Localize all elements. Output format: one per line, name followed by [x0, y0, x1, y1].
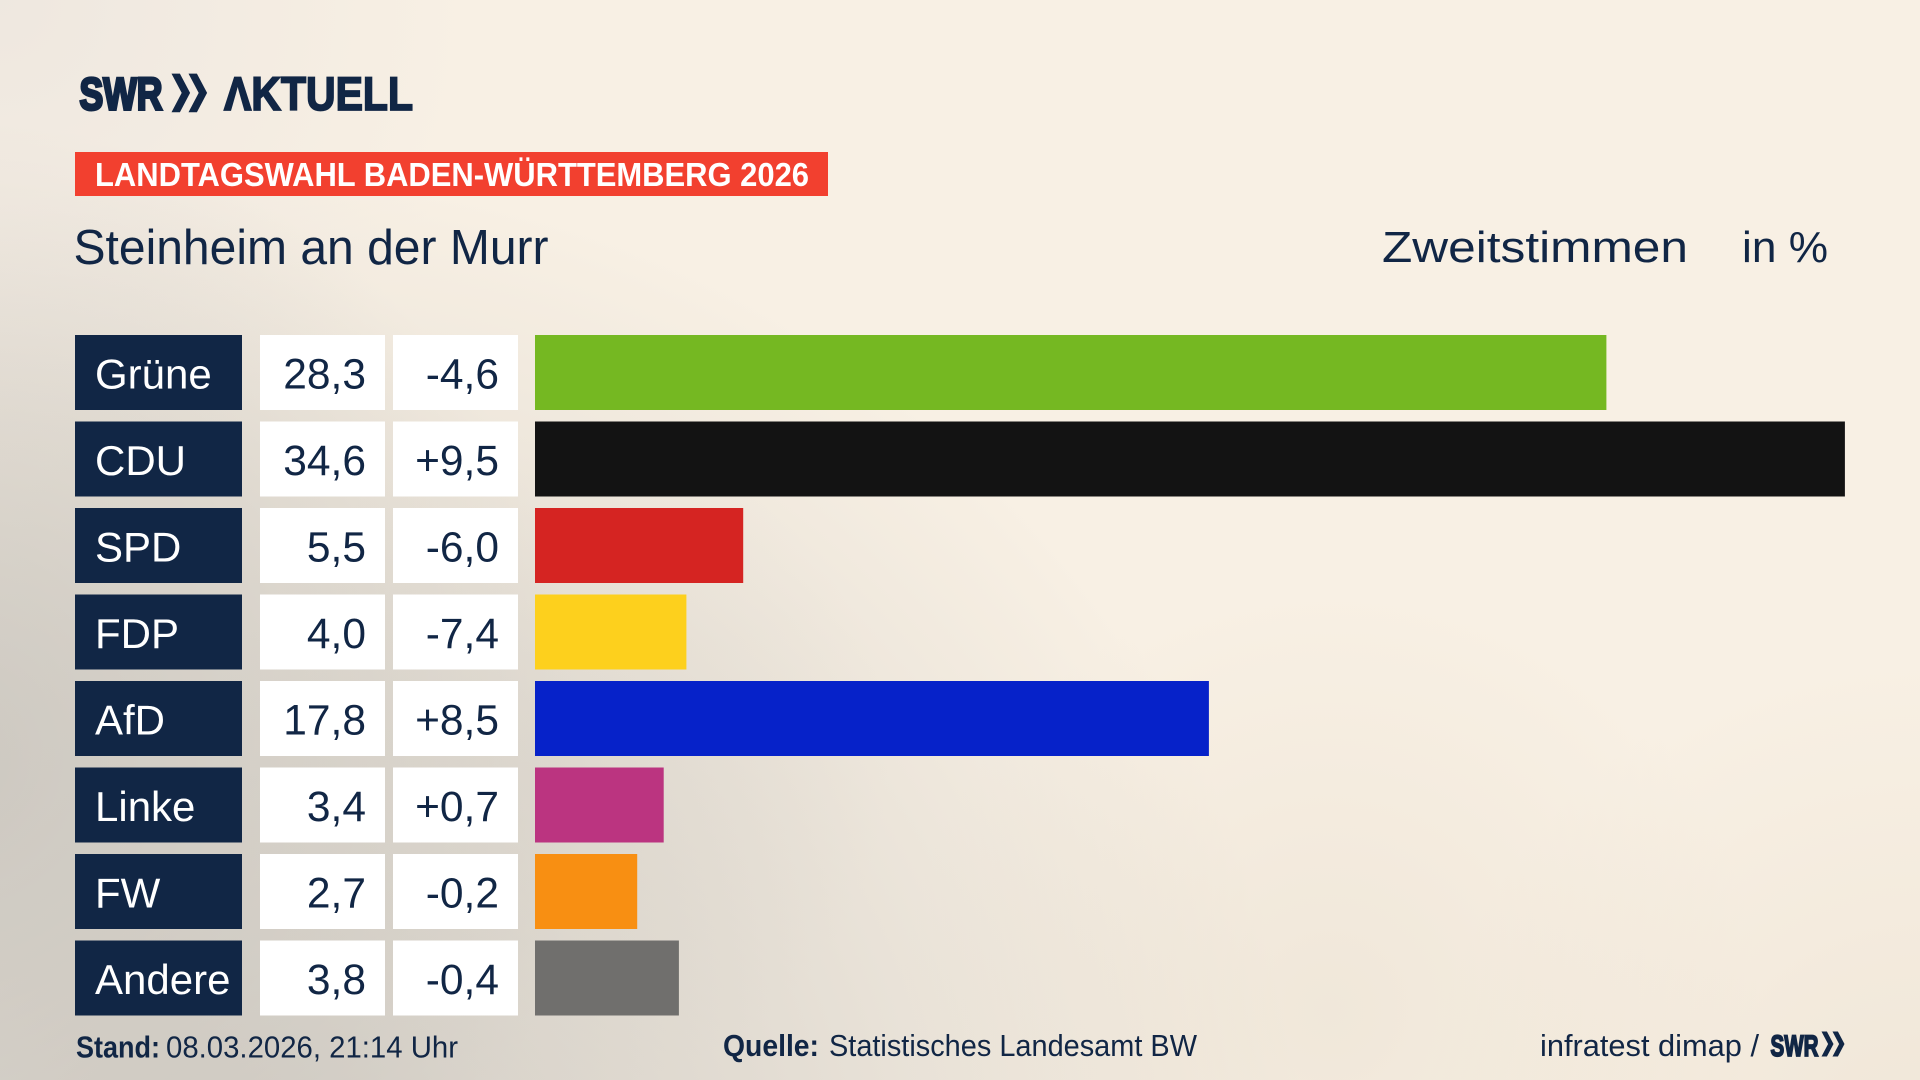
- svg-text:Steinheim an der Murr: Steinheim an der Murr: [74, 221, 549, 275]
- svg-text:Linke: Linke: [95, 783, 195, 830]
- svg-text:in %: in %: [1742, 224, 1828, 272]
- svg-text:+0,7: +0,7: [415, 784, 499, 831]
- svg-text:+9,5: +9,5: [415, 438, 499, 485]
- svg-text:-4,6: -4,6: [426, 351, 499, 398]
- svg-text:Quelle:: Quelle:: [723, 1028, 819, 1063]
- svg-text:Stand:: Stand:: [76, 1030, 160, 1065]
- svg-text:2,7: 2,7: [307, 870, 366, 917]
- svg-text:infratest dimap /: infratest dimap /: [1540, 1028, 1759, 1063]
- svg-text:SPD: SPD: [95, 523, 181, 570]
- svg-text:ΛKTUELL: ΛKTUELL: [224, 67, 413, 120]
- svg-text:LANDTAGSWAHL BADEN-WÜRTTEMBERG: LANDTAGSWAHL BADEN-WÜRTTEMBERG 2026: [95, 157, 809, 194]
- svg-text:FW: FW: [95, 869, 161, 916]
- svg-text:34,6: 34,6: [283, 438, 366, 485]
- svg-text:5,5: 5,5: [307, 524, 366, 571]
- svg-text:28,3: 28,3: [283, 351, 366, 398]
- svg-text:3,8: 3,8: [307, 957, 366, 1004]
- svg-text:Zweitstimmen: Zweitstimmen: [1382, 224, 1688, 272]
- svg-text:Grüne: Grüne: [95, 350, 212, 397]
- svg-text:SWR: SWR: [1771, 1030, 1819, 1063]
- svg-text:+8,5: +8,5: [415, 697, 499, 744]
- svg-text:SWR: SWR: [80, 69, 163, 120]
- svg-text:-0,4: -0,4: [426, 957, 499, 1004]
- svg-text:17,8: 17,8: [283, 697, 366, 744]
- svg-text:-6,0: -6,0: [426, 524, 499, 571]
- svg-text:Statistisches Landesamt BW: Statistisches Landesamt BW: [829, 1028, 1198, 1063]
- svg-text:4,0: 4,0: [307, 611, 366, 658]
- svg-text:3,4: 3,4: [307, 784, 366, 831]
- svg-text:FDP: FDP: [95, 610, 179, 657]
- svg-text:-0,2: -0,2: [426, 870, 499, 917]
- svg-text:-7,4: -7,4: [426, 611, 499, 658]
- svg-text:CDU: CDU: [95, 437, 186, 484]
- svg-text:AfD: AfD: [95, 696, 165, 743]
- svg-text:08.03.2026, 21:14 Uhr: 08.03.2026, 21:14 Uhr: [166, 1030, 458, 1065]
- svg-text:Andere: Andere: [95, 956, 230, 1003]
